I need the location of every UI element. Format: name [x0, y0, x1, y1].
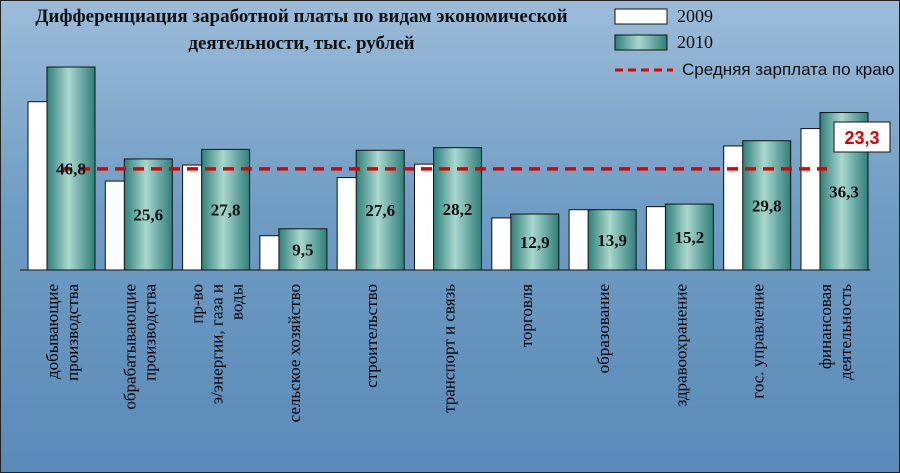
category-label-0: добывающие производства: [43, 284, 82, 381]
value-label-5: 28,2: [443, 200, 473, 219]
category-label-0-line-0: добывающие: [43, 284, 62, 379]
value-label-4: 27,6: [365, 201, 395, 220]
category-label-4-line-0: строительство: [362, 284, 381, 388]
value-label-9: 29,8: [752, 196, 782, 215]
category-label-1-line-0: обрабатывающие: [120, 284, 139, 410]
category-label-2: пр-во э/энергии, газа и воды: [188, 283, 247, 404]
value-label-10: 36,3: [829, 182, 859, 201]
category-label-9-line-0: гос. управление: [749, 284, 768, 399]
chart-title: Дифференциация заработной платы по видам…: [9, 3, 594, 57]
legend-2009-label: 2009: [677, 6, 713, 26]
category-label-7-line-0: образование: [594, 284, 613, 373]
bar-2010-8: [664, 203, 714, 271]
category-label-2-line-0: пр-во: [188, 284, 207, 324]
category-label-6: торговля: [517, 284, 536, 348]
value-label-3: 9,5: [292, 240, 313, 259]
legend: 2009 2010 Средняя зарплата по краю: [614, 6, 895, 79]
category-label-8-line-0: здравоохранение: [671, 284, 690, 407]
value-label-6: 12,9: [520, 233, 550, 252]
category-label-10-line-1: деятельность: [836, 284, 855, 380]
category-label-6-line-0: торговля: [517, 284, 536, 348]
chart-title-line-2: деятельности, тыс. рублей: [188, 33, 415, 54]
legend-2010-label: 2010: [677, 32, 713, 52]
legend-average-label: Средняя зарплата по краю: [682, 60, 895, 79]
category-label-0-line-1: производства: [63, 284, 82, 381]
category-label-7: образование: [594, 284, 613, 373]
chart-title-line-1: Дифференциация заработной платы по видам…: [35, 6, 568, 27]
bar-2010-1: [123, 158, 173, 271]
category-label-8: здравоохранение: [671, 284, 690, 407]
category-label-9: гос. управление: [749, 284, 768, 399]
average-value-label: 23,3: [844, 128, 879, 148]
category-label-10: финансовая деятельность: [816, 284, 855, 380]
category-label-1: обрабатывающие производства: [120, 284, 159, 410]
category-label-10-line-0: финансовая: [816, 284, 835, 369]
bar-2010-4: [355, 149, 405, 271]
category-label-1-line-1: производства: [140, 284, 159, 381]
bar-2010-6: [510, 213, 560, 271]
average-value-box: 23,3: [833, 121, 891, 153]
bar-2010-9: [742, 140, 792, 271]
value-label-8: 15,2: [675, 228, 705, 247]
value-label-2: 27,8: [211, 201, 241, 220]
category-label-5: транспорт и связь: [440, 284, 459, 413]
category-label-3: сельское хозяйство: [285, 284, 304, 422]
category-label-4: строительство: [362, 284, 381, 388]
value-label-0: 46,8: [56, 160, 86, 179]
category-label-2-line-1: э/энергии, газа и: [208, 284, 227, 404]
legend-2009-swatch: [614, 8, 668, 25]
value-label-7: 13,9: [597, 231, 627, 250]
value-labels-group: 46,8 25,6 27,8 9,5 27,6 28,2 12,9 13,9 15,2 29,8 3…: [56, 160, 859, 260]
category-label-5-line-0: транспорт и связь: [440, 284, 459, 413]
legend-2010-swatch: [614, 34, 668, 51]
category-labels-group: добывающие производства обрабатывающие прои…: [43, 283, 855, 422]
value-label-1: 25,6: [133, 205, 163, 224]
category-label-3-line-0: сельское хозяйство: [285, 284, 304, 422]
category-label-2-line-2: воды: [228, 283, 247, 320]
